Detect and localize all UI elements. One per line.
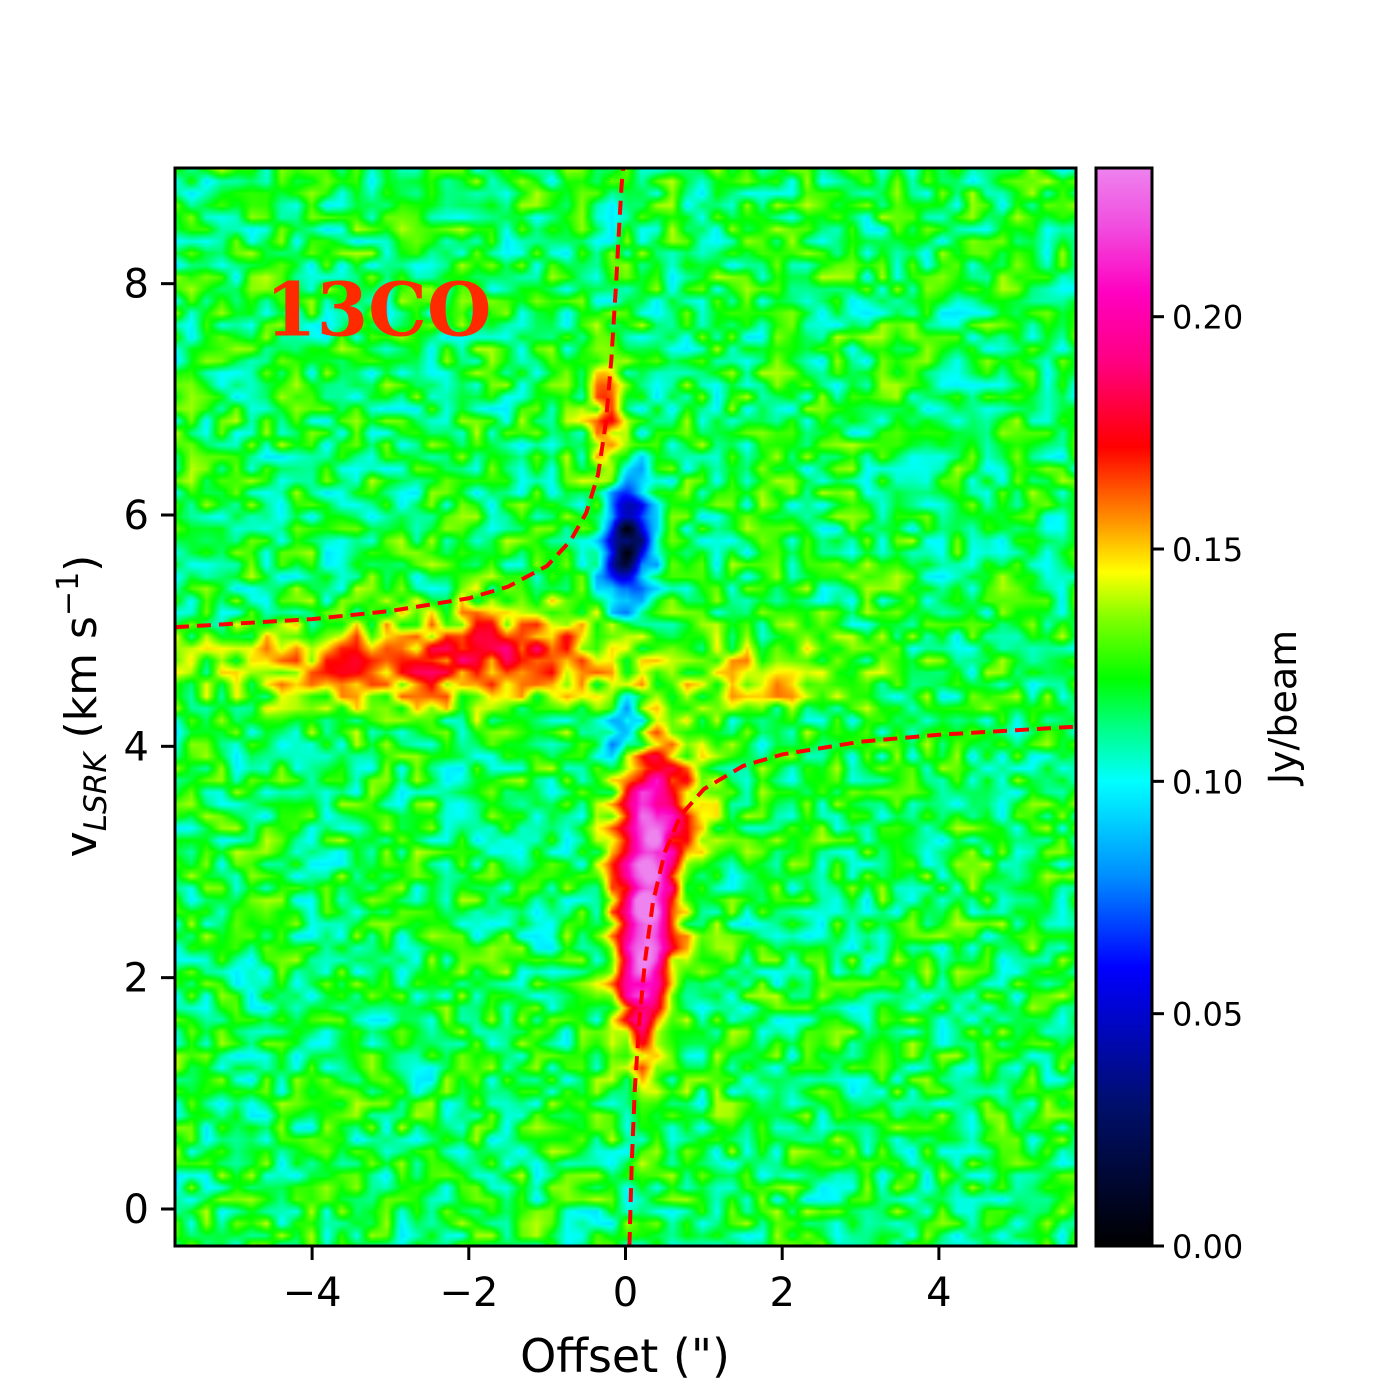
y-label-sub: LSRK	[78, 750, 114, 831]
x-tick-label: 0	[613, 1270, 638, 1316]
heatmap-image	[175, 168, 1076, 1246]
y-axis-ticks: 0 2 4 6 8	[124, 262, 175, 1233]
colorbar-label: Jy/beam	[1261, 630, 1305, 786]
colorbar-tick-label: 0.05	[1172, 996, 1243, 1034]
keplerian-curve-lower	[627, 724, 1076, 1246]
keplerian-curve-upper	[175, 168, 626, 630]
x-axis-label: Offset (")	[520, 1329, 730, 1383]
x-tick-label: 4	[926, 1270, 951, 1316]
colorbar-ticks: 0.00 0.05 0.10 0.15 0.20	[1152, 299, 1243, 1266]
y-tick-label: 0	[124, 1187, 149, 1233]
y-axis-label: vLSRK (km s−1)	[51, 555, 114, 858]
x-tick-label: −2	[439, 1270, 498, 1316]
x-tick-label: −4	[283, 1270, 342, 1316]
y-label-main: v	[56, 831, 107, 857]
colorbar	[1094, 166, 1154, 1248]
y-label-end: )	[56, 555, 107, 572]
y-label-tail: (km s	[56, 616, 107, 752]
y-label-sup: −1	[51, 572, 86, 616]
y-tick-label: 6	[124, 493, 149, 539]
x-tick-label: 2	[769, 1270, 794, 1316]
colorbar-tick-label: 0.15	[1172, 531, 1243, 569]
model-curve-layer	[175, 168, 1076, 1246]
x-axis-ticks: −4 −2 0 2 4	[283, 1246, 952, 1316]
y-tick-label: 2	[124, 956, 149, 1002]
colorbar-tick-label: 0.00	[1172, 1228, 1243, 1266]
colorbar-tick-label: 0.20	[1172, 299, 1243, 337]
line-annotation: 13CO	[265, 268, 491, 354]
y-tick-label: 4	[124, 724, 149, 770]
y-tick-label: 8	[124, 262, 149, 308]
colorbar-tick-label: 0.10	[1172, 763, 1243, 801]
